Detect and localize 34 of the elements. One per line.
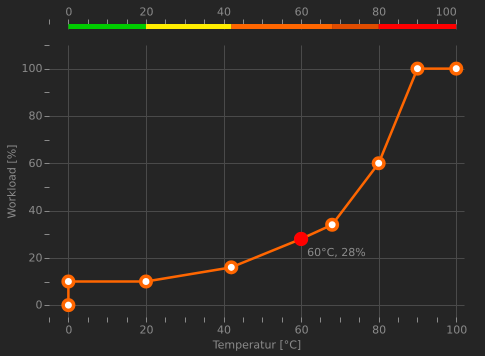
x-tick-label: 0 xyxy=(65,324,72,336)
point xyxy=(372,156,386,170)
y-tick-label: 40 xyxy=(28,204,42,218)
point xyxy=(61,298,76,312)
y-tick-label: 80 xyxy=(28,109,42,122)
x-tick-label: 100 xyxy=(436,6,457,18)
x-tick-label: 40 xyxy=(217,6,232,18)
bar xyxy=(332,24,379,29)
y-tick-label: 20 xyxy=(28,251,42,264)
x-axis-title: Temperatur [°C] xyxy=(212,338,302,352)
bar xyxy=(231,24,332,29)
y-tick-label: 0 xyxy=(36,298,42,312)
point xyxy=(138,274,153,289)
y-tick-label: 100 xyxy=(22,62,42,76)
x-tick-label: 80 xyxy=(372,6,386,18)
x-tick-label: 20 xyxy=(139,324,154,336)
point xyxy=(61,274,76,289)
x-tick-label: 100 xyxy=(446,324,468,336)
bar xyxy=(378,24,456,29)
x-tick-label: 40 xyxy=(217,324,232,336)
bar xyxy=(68,24,146,29)
y-axis-title: Workload [%] xyxy=(6,144,19,218)
x-tick-label: 20 xyxy=(139,6,154,18)
x-tick-label: 80 xyxy=(372,324,386,336)
x-tick-label: 60 xyxy=(294,324,309,336)
point xyxy=(325,218,340,232)
x-tick-label: 60 xyxy=(294,6,309,18)
bar xyxy=(146,24,232,29)
point xyxy=(410,62,424,76)
annotation: 60°C, 28% xyxy=(307,246,366,259)
point xyxy=(449,62,464,76)
y-tick-label: 60 xyxy=(28,156,42,170)
point xyxy=(224,260,238,274)
x-tick-label: 0 xyxy=(65,6,72,18)
